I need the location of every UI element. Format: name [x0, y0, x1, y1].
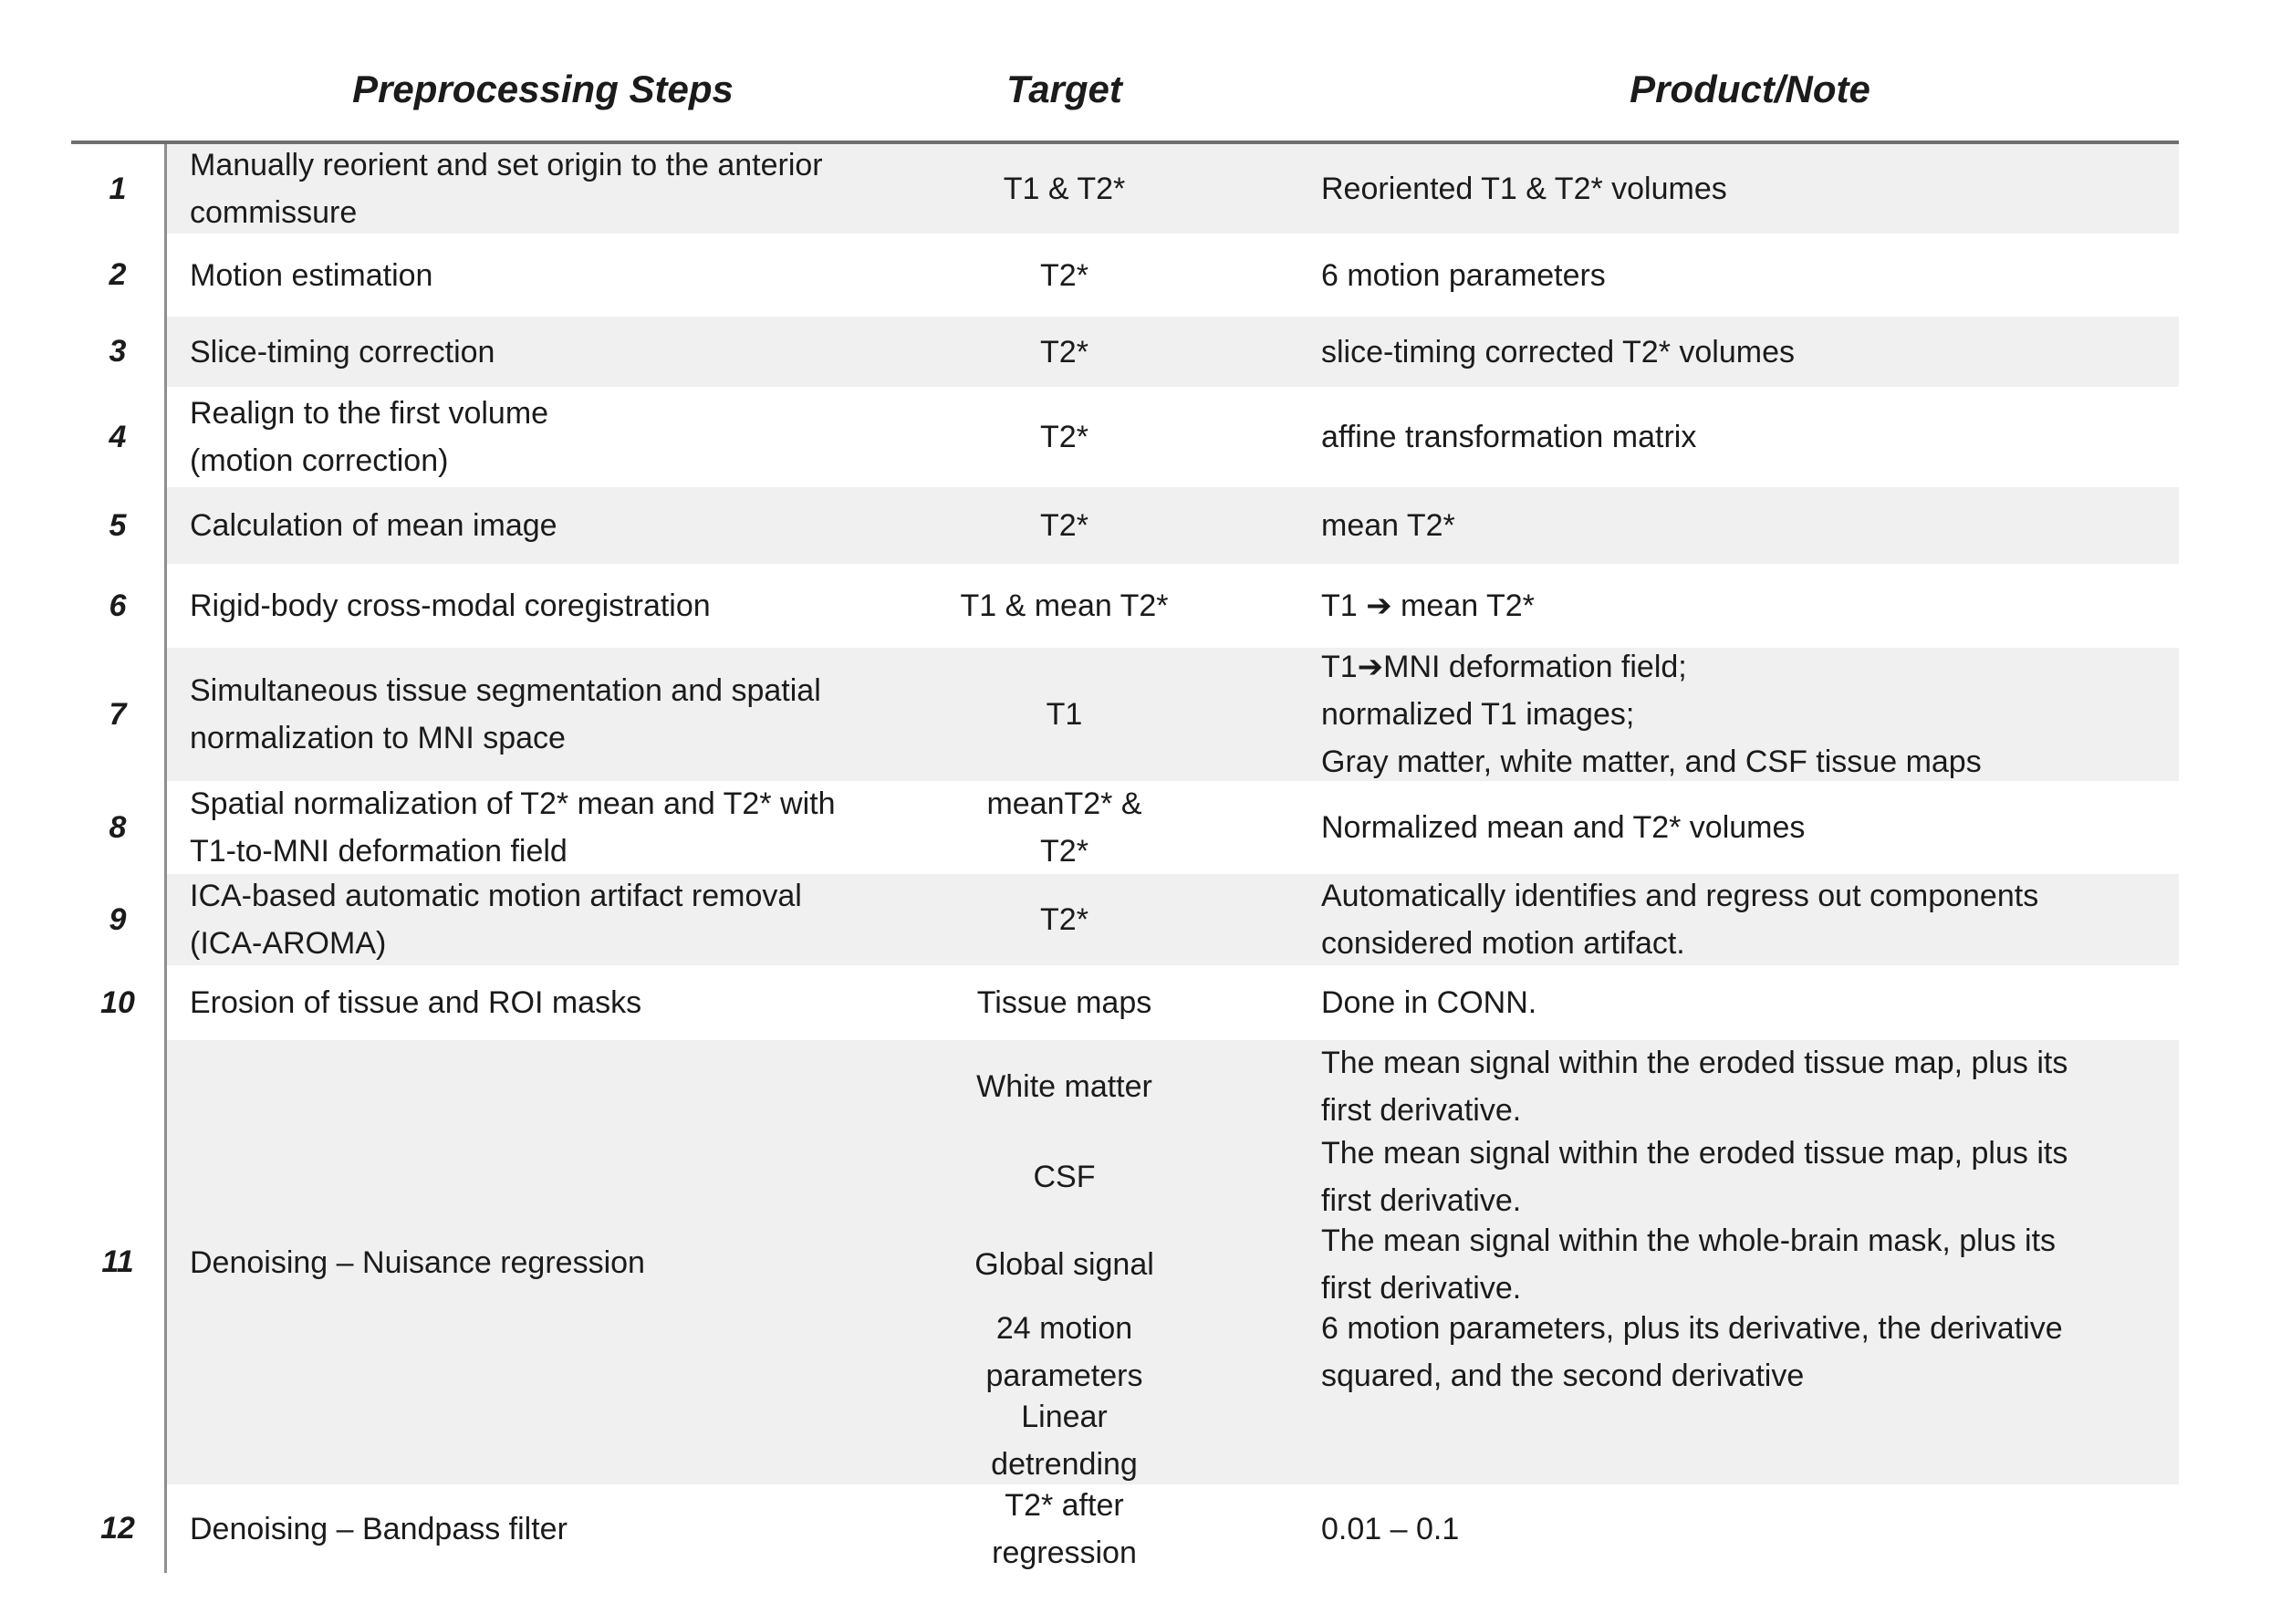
product-cell: The mean signal within the eroded tissue…: [1321, 1135, 2068, 1218]
target-cell: T1 & T2*: [1003, 172, 1126, 206]
row-band: Denoising – Bandpass filter T2* after re…: [164, 1484, 2179, 1573]
table-row-3: 3 Slice-timing correction T2* slice-timi…: [71, 317, 2179, 387]
target-cell: T2*: [1040, 420, 1088, 454]
subrow-csf: CSF The mean signal within the eroded ti…: [922, 1133, 2179, 1220]
row-band: Calculation of mean image T2* mean T2*: [164, 487, 2179, 564]
subrow-global-signal: Global signal The mean signal within the…: [922, 1220, 2179, 1308]
product-cell: slice-timing corrected T2* volumes: [1321, 334, 1795, 370]
step-cell: ICA-based automatic motion artifact remo…: [190, 879, 802, 961]
product-cell: The mean signal within the eroded tissue…: [1321, 1046, 2068, 1128]
product-cell: T1➔MNI deformation field; normalized T1 …: [1321, 650, 1982, 779]
target-cell: T2*: [1040, 257, 1088, 293]
row-number: 8: [109, 809, 127, 845]
product-cell: [1207, 1396, 2179, 1484]
table-row-6: 6 Rigid-body cross-modal coregistration …: [71, 564, 2179, 648]
step-cell: Realign to the first volume (motion corr…: [190, 396, 549, 478]
row-number: 9: [109, 901, 127, 937]
target-cell: T2*: [1040, 508, 1088, 543]
target-cell: meanT2* & T2*: [986, 786, 1142, 869]
row-band: Denoising – Nuisance regression White ma…: [164, 1040, 2179, 1484]
row-number: 5: [109, 507, 127, 543]
subrow-linear-detrending: Linear detrending: [922, 1396, 2179, 1484]
product-cell: affine transformation matrix: [1321, 420, 1697, 454]
product-cell: Normalized mean and T2* volumes: [1321, 810, 1806, 845]
target-cell: Linear detrending: [991, 1399, 1138, 1482]
row-number: 2: [109, 257, 127, 292]
step-cell: Simultaneous tissue segmentation and spa…: [190, 673, 821, 755]
step-cell: Manually reorient and set origin to the …: [190, 148, 823, 230]
product-cell: Reoriented T1 & T2* volumes: [1321, 172, 1727, 206]
product-cell: The mean signal within the whole-brain m…: [1321, 1223, 2057, 1306]
step-cell: Denoising – Nuisance regression: [190, 1244, 645, 1280]
target-cell: T2* after regression: [992, 1487, 1137, 1570]
row-band: Motion estimation T2* 6 motion parameter…: [164, 234, 2179, 317]
row-number: 11: [101, 1244, 134, 1279]
product-cell: Automatically identifies and regress out…: [1321, 879, 2039, 961]
table-row-5: 5 Calculation of mean image T2* mean T2*: [71, 487, 2179, 564]
row-band: Realign to the first volume (motion corr…: [164, 387, 2179, 487]
product-cell: mean T2*: [1321, 508, 1455, 543]
row-number: 4: [109, 419, 127, 454]
subrow-white-matter: White matter The mean signal within the …: [922, 1040, 2179, 1133]
step-cell: Slice-timing correction: [190, 334, 495, 370]
row-number: 1: [109, 171, 127, 206]
product-cell: T1 ➔ mean T2*: [1321, 588, 1535, 623]
product-cell: 0.01 – 0.1: [1321, 1511, 1460, 1546]
target-cell: White matter: [976, 1069, 1152, 1104]
subrow-24-motion-parameters: 24 motion parameters 6 motion parameters…: [922, 1308, 2179, 1396]
table-row-10: 10 Erosion of tissue and ROI masks Tissu…: [71, 965, 2179, 1040]
row-number: 12: [100, 1511, 135, 1546]
target-cell: Global signal: [974, 1246, 1154, 1282]
table-row-8: 8 Spatial normalization of T2* mean and …: [71, 781, 2179, 874]
target-cell: Tissue maps: [976, 985, 1152, 1020]
row-band: Slice-timing correction T2* slice-timing…: [164, 317, 2179, 387]
row-band: ICA-based automatic motion artifact remo…: [164, 874, 2179, 965]
product-cell: 6 motion parameters, plus its derivative…: [1321, 1311, 2063, 1393]
row-number: 3: [109, 334, 127, 369]
column-header-steps: Preprocessing Steps: [352, 68, 734, 110]
row-number: 10: [100, 984, 135, 1020]
target-cell: CSF: [1033, 1159, 1096, 1194]
preprocessing-table: Preprocessing Steps Target Product/Note …: [71, 0, 2179, 1573]
product-cell: Done in CONN.: [1321, 985, 1537, 1020]
row-band: Spatial normalization of T2* mean and T2…: [164, 781, 2179, 874]
row-band: Rigid-body cross-modal coregistration T1…: [164, 564, 2179, 648]
column-header-target: Target: [1006, 68, 1122, 110]
table-row-1: 1 Manually reorient and set origin to th…: [71, 144, 2179, 234]
nuisance-regressor-list: White matter The mean signal within the …: [922, 1040, 2179, 1484]
step-cell: Erosion of tissue and ROI masks: [190, 985, 642, 1020]
table-row-12: 12 Denoising – Bandpass filter T2* after…: [71, 1484, 2179, 1573]
step-cell: Spatial normalization of T2* mean and T2…: [190, 786, 836, 869]
target-cell: T2*: [1040, 902, 1088, 937]
row-number: 7: [109, 696, 127, 732]
target-cell: 24 motion parameters: [985, 1311, 1143, 1393]
column-header-product: Product/Note: [1630, 68, 1870, 110]
product-cell: 6 motion parameters: [1321, 257, 1606, 293]
step-cell: Denoising – Bandpass filter: [190, 1511, 568, 1546]
row-number: 6: [109, 588, 127, 623]
table-row-11: 11 Denoising – Nuisance regression White…: [71, 1040, 2179, 1484]
step-cell: Calculation of mean image: [190, 508, 557, 543]
table-row-2: 2 Motion estimation T2* 6 motion paramet…: [71, 234, 2179, 317]
step-cell: Rigid-body cross-modal coregistration: [190, 588, 711, 623]
table-row-9: 9 ICA-based automatic motion artifact re…: [71, 874, 2179, 965]
row-band: Simultaneous tissue segmentation and spa…: [164, 648, 2179, 781]
table-row-7: 7 Simultaneous tissue segmentation and s…: [71, 648, 2179, 781]
step-cell: Motion estimation: [190, 257, 433, 293]
table-header-row: Preprocessing Steps Target Product/Note: [71, 0, 2179, 144]
target-cell: T2*: [1040, 334, 1088, 370]
row-band: Erosion of tissue and ROI masks Tissue m…: [164, 965, 2179, 1040]
row-band: Manually reorient and set origin to the …: [164, 144, 2179, 234]
target-cell: T1: [1046, 697, 1083, 732]
target-cell: T1 & mean T2*: [960, 588, 1169, 623]
table-row-4: 4 Realign to the first volume (motion co…: [71, 387, 2179, 487]
